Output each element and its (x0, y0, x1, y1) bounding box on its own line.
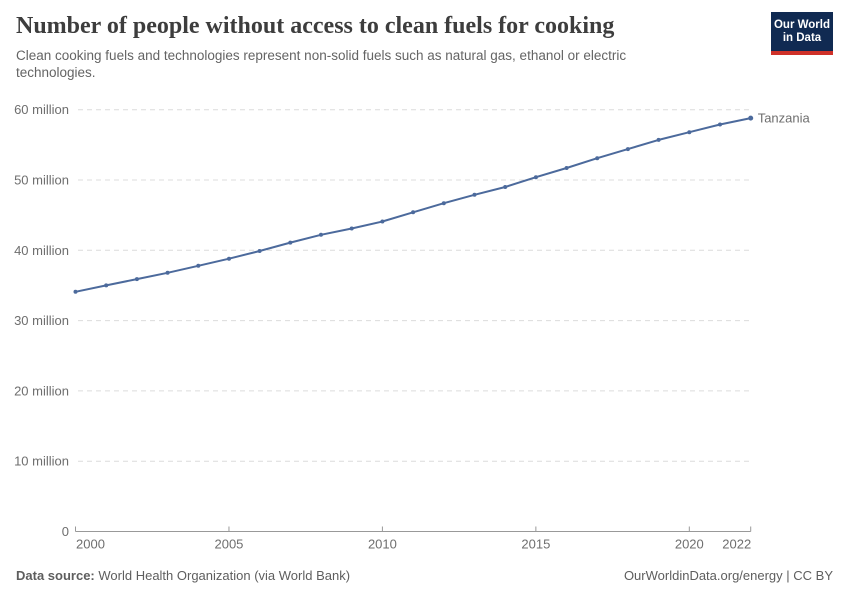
y-tick-label: 10 million (14, 454, 69, 469)
data-point[interactable] (718, 122, 722, 127)
data-point[interactable] (134, 277, 139, 282)
data-point[interactable] (257, 249, 262, 253)
chart-subtitle: Clean cooking fuels and technologies rep… (16, 48, 627, 80)
data-source-label: Data source: (16, 568, 95, 583)
chart-footer: Data source: World Health Organization (… (16, 568, 833, 583)
data-point[interactable] (687, 130, 692, 135)
x-tick-label: 2005 (214, 537, 243, 552)
data-point[interactable] (656, 137, 661, 142)
y-tick-label: 20 million (14, 383, 69, 398)
data-point[interactable] (472, 192, 477, 197)
chart-title: Number of people without access to clean… (16, 13, 615, 39)
data-point[interactable] (625, 147, 630, 152)
logo-line-1: Our World (773, 18, 830, 31)
data-point[interactable] (441, 201, 446, 206)
logo-line-2: in Data (782, 31, 822, 44)
x-tick-label: 2015 (521, 537, 550, 552)
data-point[interactable] (165, 270, 170, 275)
data-point[interactable] (288, 240, 293, 245)
license-link[interactable]: OurWorldinData.org/energy | CC BY (623, 568, 833, 583)
owid-logo[interactable]: Our World in Data (771, 12, 833, 55)
x-tick-label: 2000 (76, 537, 105, 552)
series-label[interactable]: Tanzania (758, 111, 811, 126)
data-point[interactable] (411, 210, 416, 215)
data-source-value: World Health Organization (via World Ban… (98, 568, 351, 583)
data-point[interactable] (564, 166, 569, 170)
data-point[interactable] (319, 232, 323, 237)
x-tick-label: 2020 (675, 537, 704, 552)
data-point[interactable] (380, 219, 385, 224)
data-point[interactable] (349, 226, 354, 231)
y-tick-label: 0 (62, 524, 69, 539)
data-point[interactable] (595, 156, 600, 161)
data-point[interactable] (533, 175, 538, 180)
data-point[interactable] (196, 263, 201, 268)
y-tick-label: 50 million (14, 173, 69, 188)
data-point[interactable] (73, 289, 78, 294)
x-tick-label: 2010 (368, 537, 397, 552)
data-line[interactable] (74, 117, 752, 293)
x-tick-label: 2022 (722, 537, 751, 552)
data-point[interactable] (503, 185, 508, 189)
y-tick-label: 30 million (14, 313, 69, 328)
y-tick-label: 40 million (14, 243, 69, 258)
data-point[interactable] (227, 256, 231, 261)
data-point[interactable] (748, 115, 754, 121)
chart-header: Number of people without access to clean… (16, 12, 834, 81)
y-tick-label: 60 million (14, 102, 69, 117)
data-source: Data source: World Health Organization (… (16, 568, 350, 583)
data-point[interactable] (104, 283, 109, 288)
